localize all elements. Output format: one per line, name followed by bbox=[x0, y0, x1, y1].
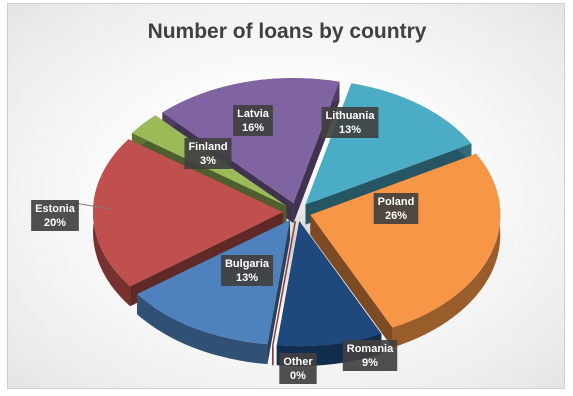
data-label-value-lithuania: 13% bbox=[339, 124, 361, 136]
data-label-box-poland bbox=[373, 193, 419, 224]
pie-slice-other bbox=[272, 221, 297, 366]
data-label-value-other: 0% bbox=[290, 370, 306, 382]
data-label-name-other: Other bbox=[283, 356, 313, 368]
data-label-value-poland: 26% bbox=[385, 210, 407, 222]
pie-slice-top-estonia bbox=[93, 139, 284, 287]
chart-title: Number of loans by country bbox=[147, 20, 427, 43]
pie-slice-side-bulgaria bbox=[137, 294, 268, 365]
data-label-romania: Romania 9% bbox=[342, 340, 398, 371]
data-label-finland: Finland 3% bbox=[184, 138, 232, 169]
data-label-box-romania bbox=[342, 340, 398, 371]
data-label-box-lithuania bbox=[321, 107, 379, 138]
data-label-name-poland: Poland bbox=[378, 196, 415, 208]
pie-slice-bulgaria bbox=[137, 219, 290, 365]
pie-slice-side-poland bbox=[392, 153, 501, 348]
data-label-latvia: Latvia 16% bbox=[233, 105, 273, 136]
data-label-box-estonia bbox=[31, 200, 79, 231]
data-label-name-latvia: Latvia bbox=[237, 108, 270, 120]
data-label-name-romania: Romania bbox=[347, 343, 394, 355]
data-label-value-romania: 9% bbox=[362, 357, 378, 369]
pie-slice-wall-bulgaria-0 bbox=[267, 219, 290, 365]
pie-slice-poland bbox=[310, 153, 501, 348]
data-label-value-latvia: 16% bbox=[242, 122, 264, 134]
pie-slice-top-bulgaria bbox=[137, 219, 290, 345]
data-label-value-finland: 3% bbox=[200, 155, 216, 167]
pie-slice-line-other bbox=[272, 221, 297, 346]
pie-slice-top-poland bbox=[310, 153, 501, 328]
data-label-other: Other 0% bbox=[279, 353, 317, 384]
chart-area: Number of loans by country Lithuania 13% P… bbox=[7, 3, 565, 389]
pie-slice-top-romania bbox=[276, 221, 382, 347]
data-label-bulgaria: Bulgaria 13% bbox=[220, 255, 274, 286]
data-label-name-lithuania: Lithuania bbox=[326, 110, 376, 122]
data-label-name-finland: Finland bbox=[188, 141, 227, 153]
data-label-value-bulgaria: 13% bbox=[236, 272, 258, 284]
data-label-box-finland bbox=[184, 138, 232, 169]
data-label-value-estonia: 20% bbox=[44, 217, 66, 229]
leader-line-estonia bbox=[74, 202, 110, 210]
pie-chart: Lithuania 13% Poland 26% Romania 9% Other 0% Bul… bbox=[31, 78, 517, 384]
data-label-name-bulgaria: Bulgaria bbox=[225, 258, 270, 270]
data-label-lithuania: Lithuania 13% bbox=[321, 107, 379, 138]
pie-slice-top-latvia bbox=[162, 78, 340, 204]
data-label-box-latvia bbox=[233, 105, 273, 136]
data-label-estonia: Estonia 20% bbox=[31, 200, 79, 231]
data-label-name-estonia: Estonia bbox=[35, 203, 76, 215]
data-label-box-bulgaria bbox=[220, 255, 274, 286]
pie-slice-wall-poland-1 bbox=[310, 214, 393, 348]
data-label-poland: Poland 26% bbox=[373, 193, 419, 224]
data-label-box-other bbox=[279, 353, 317, 384]
